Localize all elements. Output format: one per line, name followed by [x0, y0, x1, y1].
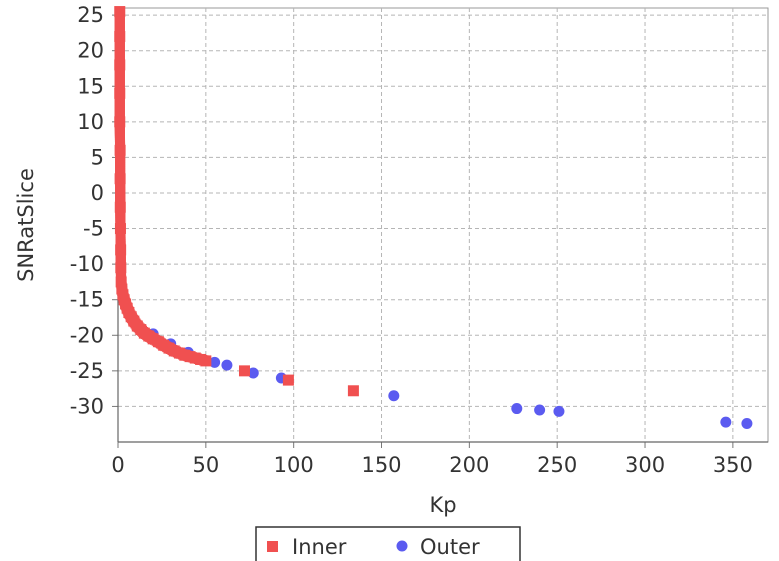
inner-point: [200, 355, 212, 367]
inner-point: [114, 30, 126, 42]
inner-point: [114, 173, 126, 185]
x-tick-label: 50: [192, 453, 219, 477]
inner-point: [115, 276, 127, 288]
y-tick-label: -30: [70, 394, 104, 418]
x-tick-label: 0: [111, 453, 124, 477]
x-tick-labels: 0 50 100 150 200 250 300 350: [111, 453, 753, 477]
y-tick-label: 5: [91, 145, 104, 169]
outer-point: [221, 359, 233, 371]
x-axis-title: Kp: [429, 493, 456, 517]
inner-point: [114, 87, 126, 99]
legend-inner-marker: [267, 541, 278, 552]
x-tick-label: 200: [449, 453, 489, 477]
outer-point: [741, 418, 753, 430]
inner-point: [114, 59, 126, 71]
y-tick-label: -20: [70, 323, 104, 347]
inner-point: [114, 144, 126, 156]
y-tick-label: 0: [91, 181, 104, 205]
data-points: [114, 6, 753, 430]
legend-inner-label: Inner: [292, 535, 347, 559]
inner-point: [114, 223, 126, 235]
inner-point: [114, 6, 126, 18]
inner-point: [238, 365, 250, 377]
y-tick-label: 20: [77, 39, 104, 63]
legend-outer-label: Outer: [420, 535, 480, 559]
inner-point: [114, 116, 126, 128]
y-tick-label: 15: [77, 74, 104, 98]
inner-point: [114, 201, 126, 213]
legend-outer-marker: [396, 540, 408, 552]
inner-point: [116, 283, 128, 295]
outer-point: [720, 416, 732, 428]
x-tick-label: 150: [361, 453, 401, 477]
outer-point: [247, 367, 259, 379]
x-tick-label: 300: [625, 453, 665, 477]
y-tick-label: 25: [77, 3, 104, 27]
inner-point: [115, 244, 127, 256]
plot-area: [117, 7, 769, 443]
x-tick-label: 100: [274, 453, 314, 477]
y-tick-label: 10: [77, 110, 104, 134]
outer-point: [553, 405, 565, 417]
inner-point: [115, 262, 127, 274]
inner-point: [282, 374, 294, 386]
legend: Inner Outer: [255, 526, 521, 561]
outer-point: [534, 404, 546, 416]
x-tick-label: 250: [537, 453, 577, 477]
outer-point: [388, 390, 400, 402]
x-tick-label: 350: [713, 453, 753, 477]
grid-lines: [117, 8, 768, 442]
outer-point: [209, 356, 221, 368]
y-tick-labels: 25 20 15 10 5 0 -5 -10 -15 -20 -25 -30: [70, 3, 104, 418]
legend-box: [255, 526, 521, 561]
inner-point: [347, 385, 359, 397]
y-tick-label: -5: [83, 217, 104, 241]
outer-point: [511, 403, 523, 415]
y-tick-label: -15: [70, 288, 104, 312]
y-tick-label: -25: [70, 359, 104, 383]
y-axis-title: SNRatSlice: [14, 168, 38, 282]
y-tick-label: -10: [70, 252, 104, 276]
